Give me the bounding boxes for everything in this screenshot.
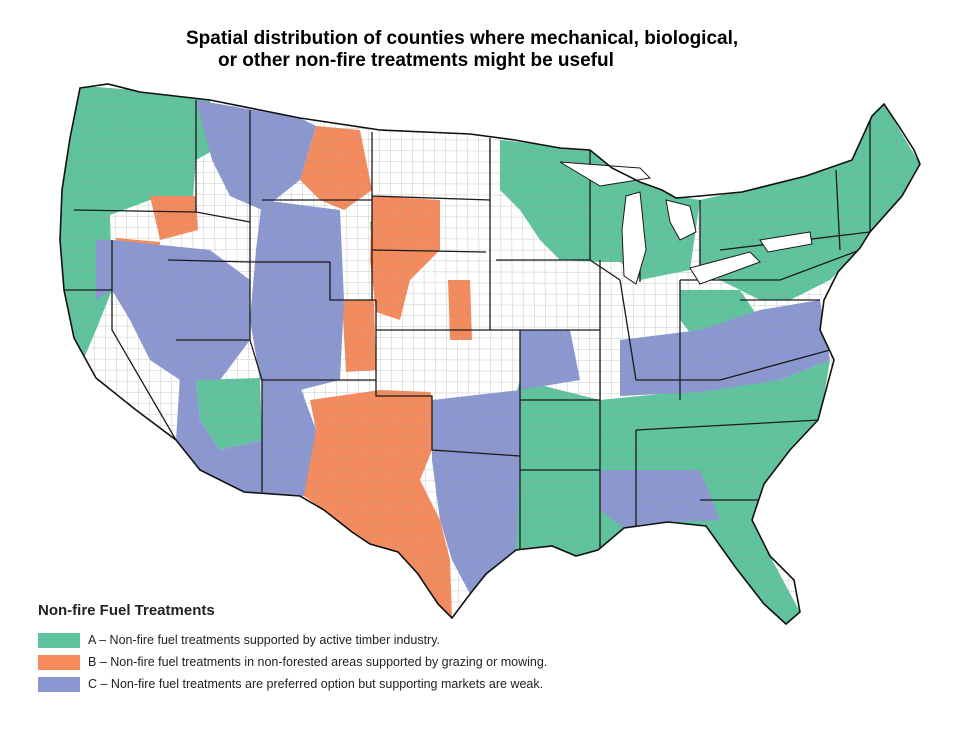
region-montana-plains — [300, 126, 372, 210]
legend-label-c: C – Non-fire fuel treatments are preferr… — [88, 677, 544, 691]
legend-label-a: A – Non-fire fuel treatments supported b… — [88, 633, 441, 647]
region-upper-midwest-forests — [500, 140, 700, 280]
legend: Non-fire Fuel Treatments A – Non-fire fu… — [38, 602, 638, 695]
legend-label-b: B – Non-fire fuel treatments in non-fore… — [88, 655, 548, 669]
legend-swatch-c — [38, 676, 80, 692]
legend-swatch-b — [38, 654, 80, 670]
legend-item-a: A – Non-fire fuel treatments supported b… — [38, 629, 638, 651]
legend-swatch-a — [38, 632, 80, 648]
region-idaho-south — [150, 196, 198, 240]
region-northern-rockies — [196, 100, 316, 210]
region-pacific-northwest — [60, 84, 214, 230]
legend-title: Non-fire Fuel Treatments — [38, 602, 215, 619]
region-idaho-central — [96, 240, 112, 300]
region-appalachia — [620, 300, 830, 396]
region-kansas-central — [448, 280, 472, 340]
map-title-line-1: Spatial distribution of counties where m… — [186, 28, 739, 49]
map-title: Spatial distribution of counties where m… — [0, 28, 962, 76]
region-new-mexico-arizona — [176, 376, 316, 496]
region-new-mexico-green — [196, 378, 262, 450]
great-lakes — [559, 161, 813, 285]
region-colorado-east — [342, 300, 376, 372]
region-nebraska-sandhills — [370, 196, 440, 320]
legend-item-b: B – Non-fire fuel treatments in non-fore… — [38, 651, 638, 673]
region-wyoming-colorado — [250, 200, 344, 390]
region-gulf-coast — [600, 470, 720, 528]
region-northeast — [700, 104, 920, 300]
region-southern-great-plains — [300, 390, 452, 618]
legend-item-c: C – Non-fire fuel treatments are preferr… — [38, 673, 638, 695]
map-title-line-2: or other non-fire treatments might be us… — [218, 50, 614, 71]
